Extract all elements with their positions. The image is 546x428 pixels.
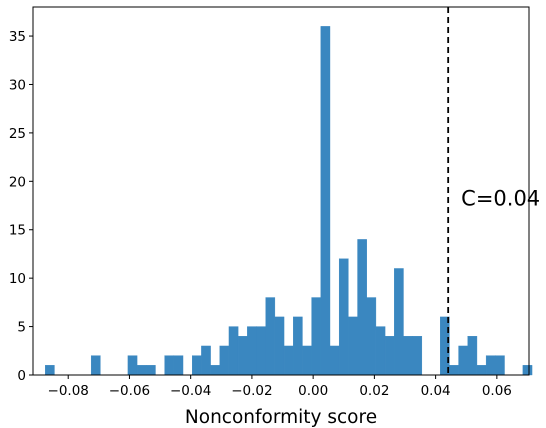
histogram-bar <box>384 336 395 376</box>
histogram-bar <box>247 326 257 376</box>
histogram-bar <box>458 345 468 376</box>
x-tick-label: −0.06 <box>109 383 150 399</box>
histogram-bar <box>338 258 349 376</box>
histogram-bar <box>293 316 303 376</box>
histogram-bar <box>375 326 386 376</box>
histogram-bar <box>274 316 285 376</box>
x-tick-label: 0.04 <box>421 383 451 399</box>
y-tick-label: 10 <box>9 271 26 287</box>
y-tick-label: 35 <box>9 29 26 45</box>
y-tick-label: 20 <box>9 174 26 190</box>
histogram-bar <box>440 316 450 376</box>
x-tick-label: −0.02 <box>231 383 272 399</box>
histogram-bar <box>90 355 101 376</box>
histogram-bar <box>173 355 184 376</box>
x-tick-label: 0.06 <box>482 383 512 399</box>
x-tick-label: −0.08 <box>48 383 89 399</box>
histogram-bar <box>210 365 220 376</box>
x-tick-label: 0.00 <box>298 383 328 399</box>
histogram-bar <box>467 336 478 376</box>
y-axis-ticks: 0 5 10 15 20 25 30 35 <box>9 29 33 384</box>
histogram-bar <box>394 268 404 376</box>
histogram-bar <box>311 297 322 376</box>
x-tick-label: 0.02 <box>359 383 389 399</box>
histogram-bar <box>485 355 496 376</box>
histogram-bar <box>403 336 413 376</box>
histogram-bar <box>146 365 156 376</box>
x-tick-label: −0.04 <box>170 383 211 399</box>
histogram-bar <box>265 297 276 376</box>
histogram-bar <box>329 345 340 376</box>
threshold-label: C=0.04 <box>461 187 540 211</box>
y-tick-label: 25 <box>9 126 26 142</box>
histogram-bar <box>302 345 312 376</box>
histogram-bar <box>283 345 294 376</box>
histogram-bar <box>237 336 248 376</box>
histogram-bar <box>136 365 147 376</box>
histogram-bar <box>449 365 459 376</box>
y-tick-label: 30 <box>9 77 26 93</box>
histogram-bar <box>219 345 230 376</box>
histogram-bar <box>127 355 138 376</box>
histogram-bar <box>164 355 175 376</box>
histogram-bar <box>192 355 202 376</box>
histogram-bar <box>320 26 331 376</box>
histogram-bar <box>476 365 487 376</box>
histogram-bar <box>366 297 377 376</box>
histogram-bar <box>357 239 367 376</box>
histogram-bar <box>45 365 55 376</box>
histogram-bar <box>412 336 423 376</box>
x-axis-ticks: −0.08 −0.06 −0.04 −0.02 0.00 0.02 0.04 0.06 <box>48 375 512 399</box>
histogram-bar <box>201 345 211 376</box>
histogram-bar <box>228 326 239 376</box>
y-tick-label: 0 <box>17 368 26 384</box>
y-tick-label: 15 <box>9 223 26 239</box>
histogram-bar <box>348 316 358 376</box>
histogram-bar <box>256 326 266 376</box>
histogram-bar <box>522 365 533 376</box>
y-tick-label: 5 <box>17 320 26 336</box>
histogram-bar <box>495 355 505 376</box>
x-axis-label: Nonconformity score <box>185 407 377 428</box>
plot-frame <box>32 6 530 376</box>
histogram-bars <box>45 26 533 376</box>
